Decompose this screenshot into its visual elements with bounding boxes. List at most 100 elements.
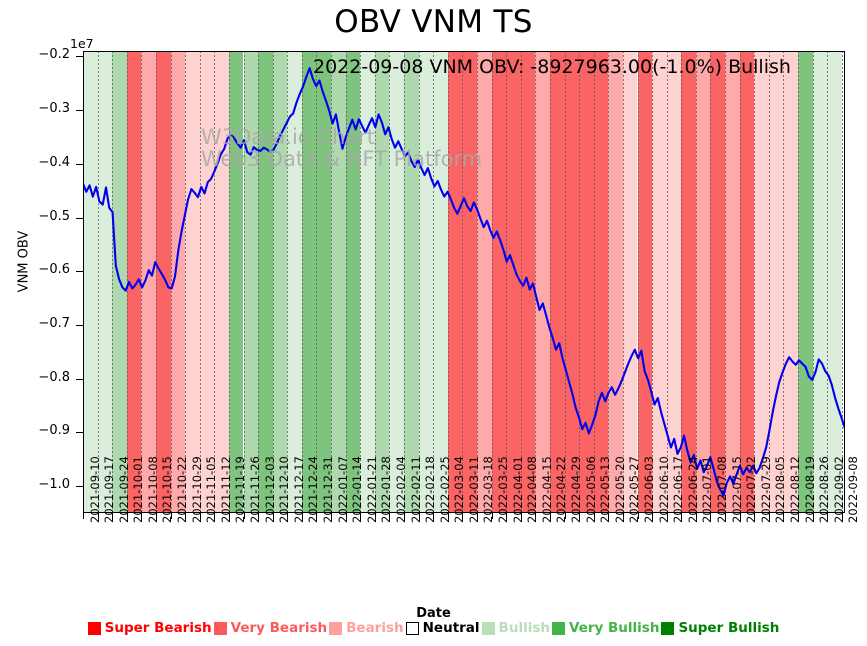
regime-band-mid_bearish (535, 51, 550, 513)
x-tick-label: 2022-04-15 (539, 456, 554, 523)
x-tick-label: 2022-07-08 (714, 456, 729, 523)
x-tick-label: 2022-04-08 (525, 456, 540, 523)
legend-label: Neutral (422, 620, 480, 636)
grid-line-vertical (331, 51, 333, 513)
x-tick-mark (301, 513, 303, 519)
legend-item-very-bearish[interactable]: Very Bearish (213, 620, 327, 636)
grid-line-vertical (652, 51, 654, 513)
x-tick-label: 2022-04-22 (554, 456, 569, 523)
legend-item-super-bullish[interactable]: Super Bullish (661, 620, 779, 636)
grid-line-vertical (666, 51, 668, 513)
x-tick-label: 2022-03-25 (496, 456, 511, 523)
x-tick-label: 2021-10-22 (175, 456, 190, 523)
regime-band-mid_bearish (476, 51, 492, 513)
x-tick-label: 2022-03-04 (452, 456, 467, 523)
regime-band-very_bearish (739, 51, 755, 513)
regime-band-bearish (622, 51, 638, 513)
grid-line-vertical (476, 51, 478, 513)
grid-line-vertical (214, 51, 216, 513)
y-tick-mark (76, 217, 83, 219)
grid-line-vertical (228, 51, 230, 513)
legend-swatch-icon (661, 621, 675, 635)
x-tick-label: 2021-12-10 (277, 456, 292, 523)
x-tick-label: 2022-05-27 (627, 456, 642, 523)
y-tick-label: −0.3 (38, 101, 70, 117)
legend-item-bullish[interactable]: Bullish (481, 620, 550, 636)
legend-label: Bullish (498, 620, 550, 636)
legend-item-very-bullish[interactable]: Very Bullish (551, 620, 659, 636)
x-tick-mark (112, 513, 114, 519)
y-tick-label: −0.9 (38, 423, 70, 439)
x-tick-label: 2022-06-03 (642, 456, 656, 523)
grid-line-vertical (622, 51, 624, 513)
x-tick-label: 2021-12-24 (306, 456, 321, 523)
grid-line-vertical (564, 51, 566, 513)
grid-line-vertical (243, 51, 245, 513)
grid-line-vertical (418, 51, 420, 513)
grid-line-vertical (535, 51, 537, 513)
grid-line-vertical (462, 51, 464, 513)
chart-title: OBV VNM TS (334, 4, 533, 40)
x-tick-mark (608, 513, 610, 519)
x-tick-mark (418, 513, 420, 519)
grid-line-vertical (491, 51, 493, 513)
x-tick-label: 2021-10-29 (189, 456, 204, 523)
x-tick-label: 2021-12-17 (291, 456, 306, 523)
grid-line-vertical (725, 51, 727, 513)
x-tick-label: 2022-07-29 (758, 456, 773, 523)
grid-line-vertical (170, 51, 172, 513)
regime-band-mid_bullish (243, 51, 259, 513)
x-tick-label: 2022-02-04 (393, 456, 408, 523)
x-tick-mark (710, 513, 712, 519)
grid-line-vertical (579, 51, 581, 513)
grid-line-vertical (185, 51, 187, 513)
y-tick-label: −1.0 (38, 477, 70, 493)
grid-line-vertical (447, 51, 449, 513)
legend-label: Super Bearish (104, 620, 212, 636)
y-tick-label: −0.8 (38, 369, 70, 385)
grid-line-vertical (710, 51, 712, 513)
regime-band-bullish (812, 51, 842, 513)
x-tick-mark (666, 513, 668, 519)
legend-item-neutral[interactable]: Neutral (405, 620, 480, 636)
y-tick-mark (76, 486, 83, 488)
legend-item-super-bearish[interactable]: Super Bearish (87, 620, 212, 636)
x-tick-label: 2022-08-12 (787, 456, 802, 523)
grid-line-vertical (316, 51, 318, 513)
x-tick-label: 2022-02-25 (437, 456, 452, 523)
x-tick-label: 2022-06-17 (671, 456, 686, 523)
y-tick-mark (76, 432, 83, 434)
x-tick-label: 2022-04-01 (510, 456, 525, 523)
x-tick-mark (637, 513, 639, 519)
regime-band-very_bullish (345, 51, 361, 513)
x-tick-mark (579, 513, 581, 519)
x-tick-mark (739, 513, 741, 519)
x-tick-mark (652, 513, 654, 519)
grid-line-vertical (827, 51, 829, 513)
regime-band-bullish (389, 51, 404, 513)
legend-item-bearish[interactable]: Bearish (329, 620, 404, 636)
grid-line-vertical (141, 51, 143, 513)
grid-line-vertical (608, 51, 610, 513)
x-tick-label: 2022-06-24 (685, 456, 700, 523)
regime-band-very_bearish (447, 51, 477, 513)
x-tick-mark (316, 513, 318, 519)
x-tick-mark (622, 513, 624, 519)
x-tick-mark (214, 513, 216, 519)
x-tick-mark (243, 513, 245, 519)
regime-band-mid_bearish (695, 51, 711, 513)
x-tick-label: 2021-12-03 (262, 456, 277, 523)
x-tick-label: 2022-01-28 (379, 456, 394, 523)
x-tick-label: 2022-06-10 (656, 456, 671, 523)
grid-line-vertical (155, 51, 157, 513)
y-tick-mark (76, 56, 83, 58)
x-tick-label: 2022-02-18 (423, 456, 438, 523)
x-tick-mark (97, 513, 99, 519)
x-tick-mark (768, 513, 770, 519)
x-tick-label: 2022-07-01 (700, 456, 715, 523)
regime-band-bullish (418, 51, 448, 513)
x-tick-mark (287, 513, 289, 519)
regime-band-very_bullish (798, 51, 813, 513)
grid-line-vertical (768, 51, 770, 513)
y-tick-mark (76, 378, 83, 380)
